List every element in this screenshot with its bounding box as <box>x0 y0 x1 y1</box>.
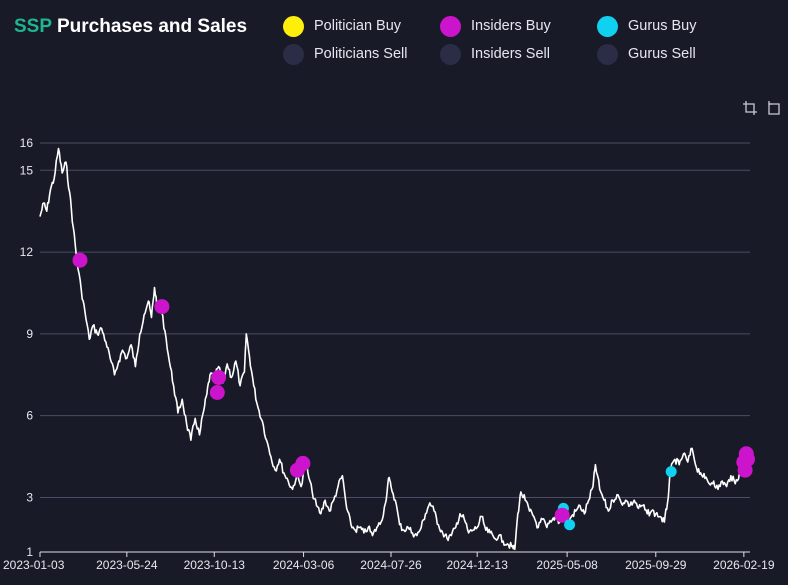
insiders-buy-marker[interactable] <box>554 507 570 523</box>
x-tick-label: 2023-01-03 <box>3 558 65 572</box>
x-axis-ticks: 2023-01-03 2023-05-24 2023-10-13 2024-03-06… <box>3 552 775 572</box>
insiders-sell-dot-icon <box>440 43 461 65</box>
ticker-symbol: SSP <box>14 16 52 37</box>
gurus-sell-dot-icon <box>597 43 618 65</box>
legend-insiders-sell[interactable]: Insiders Sell <box>440 42 550 66</box>
insiders-buy-marker[interactable] <box>295 455 311 471</box>
grid-lines <box>40 142 750 553</box>
chart-toolbar <box>742 100 782 116</box>
insiders-buy-marker[interactable] <box>740 451 755 467</box>
x-tick-label: 2024-07-26 <box>360 558 422 572</box>
gurus-buy-marker[interactable] <box>564 519 576 531</box>
gurus-buy-dot-icon <box>597 15 618 37</box>
y-tick-label: 6 <box>26 409 33 423</box>
gurus-buy-marker[interactable] <box>665 466 677 478</box>
chart-title: SSP Purchases and Sales <box>14 16 247 38</box>
politicians-sell-dot-icon <box>283 43 304 65</box>
legend-label: Gurus Sell <box>628 46 696 62</box>
y-tick-label: 1 <box>26 545 33 559</box>
crop-zoom-icon[interactable] <box>742 100 758 116</box>
y-tick-label: 12 <box>20 245 34 259</box>
x-tick-label: 2025-09-29 <box>625 558 687 572</box>
y-tick-label: 9 <box>26 327 33 341</box>
x-tick-label: 2026-02-19 <box>713 558 775 572</box>
title-text: Purchases and Sales <box>56 16 248 37</box>
y-tick-label: 3 <box>26 490 33 504</box>
x-tick-label: 2025-05-08 <box>536 558 598 572</box>
insiders-buy-marker[interactable] <box>211 370 227 385</box>
x-tick-label: 2024-03-06 <box>273 558 335 572</box>
legend-politician-buy[interactable]: Politician Buy <box>283 14 401 38</box>
y-tick-label: 15 <box>20 163 34 177</box>
x-tick-label: 2023-05-24 <box>96 558 158 572</box>
insiders-buy-marker[interactable] <box>209 385 225 400</box>
y-axis-ticks: 1 3 6 9 12 15 16 <box>20 136 34 559</box>
legend-label: Politicians Sell <box>314 46 408 62</box>
legend-label: Insiders Sell <box>471 46 550 62</box>
transaction-markers <box>72 252 755 531</box>
legend-label: Politician Buy <box>314 18 402 34</box>
x-tick-label: 2023-10-13 <box>184 558 246 572</box>
insiders-buy-marker[interactable] <box>72 252 88 268</box>
legend-politicians-sell[interactable]: Politicians Sell <box>283 42 408 66</box>
price-line <box>39 147 748 551</box>
politician-buy-dot-icon <box>283 15 304 37</box>
legend: Politician Buy Insiders Buy Gurus Buy Po… <box>283 14 743 74</box>
insiders-buy-marker[interactable] <box>154 299 170 315</box>
y-tick-label: 16 <box>20 136 34 150</box>
x-tick-label: 2024-12-13 <box>447 558 509 572</box>
legend-label: Gurus Buy <box>628 18 697 34</box>
legend-insiders-buy[interactable]: Insiders Buy <box>440 14 551 38</box>
legend-gurus-sell[interactable]: Gurus Sell <box>597 42 696 66</box>
rotate-reset-icon[interactable] <box>766 100 782 116</box>
legend-label: Insiders Buy <box>471 18 551 34</box>
insiders-buy-dot-icon <box>440 15 461 37</box>
legend-gurus-buy[interactable]: Gurus Buy <box>597 14 697 38</box>
